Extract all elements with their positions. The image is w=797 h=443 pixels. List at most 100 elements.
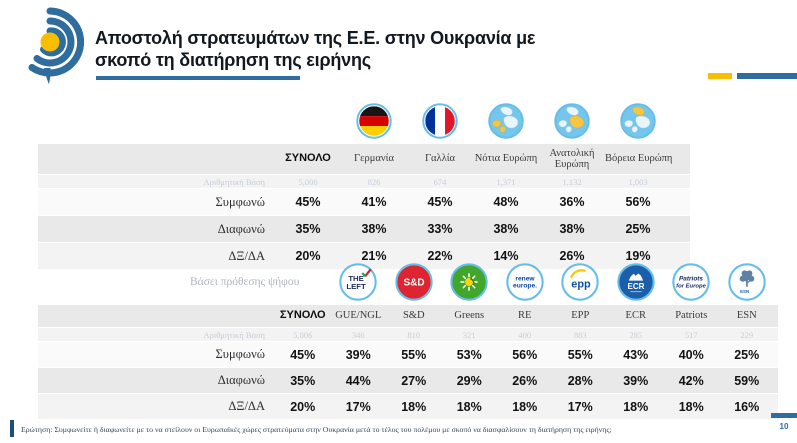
value-cell: 36% — [559, 195, 585, 209]
vote-intention-label: Βάσει πρόθεσης ψήφου — [190, 276, 300, 288]
greens-logo-icon — [442, 263, 498, 301]
value-cell: 48% — [493, 195, 519, 209]
row-label: ΔΞ/ΔΑ — [228, 399, 265, 413]
value-cell: 21% — [361, 249, 387, 263]
base-count: 5,006 — [298, 176, 318, 187]
base-row: Αριθμητική Βάση 5,006 826 674 1,371 1,132 1,00… — [38, 175, 690, 188]
value-cell: 18% — [623, 399, 649, 414]
value-cell: 45% — [290, 347, 316, 362]
svg-text:for Europe: for Europe — [676, 284, 706, 290]
column-header: ΣΥΝΟΛΟ — [279, 309, 326, 322]
svg-text:ECR: ECR — [627, 282, 644, 291]
value-cell: 14% — [493, 249, 519, 263]
theleft-logo-icon: THE LEFT — [331, 263, 387, 301]
base-count: 321 — [462, 329, 476, 340]
decorative-yellow-bar — [708, 73, 732, 79]
epp-logo-icon: epp — [553, 263, 609, 301]
base-count: 674 — [433, 176, 447, 187]
base-count: 400 — [518, 329, 532, 340]
svg-text:THE: THE — [349, 274, 365, 283]
base-count: 229 — [740, 329, 754, 340]
value-cell: 38% — [559, 222, 585, 236]
value-cell: 45% — [427, 195, 453, 209]
svg-text:epp: epp — [572, 279, 592, 291]
value-cell: 17% — [345, 399, 371, 414]
value-cell: 18% — [456, 399, 482, 414]
value-cell: 35% — [295, 222, 321, 236]
column-header: Γερμανία — [354, 153, 394, 165]
value-cell: 38% — [361, 222, 387, 236]
map-north-europe-icon — [605, 103, 671, 139]
value-cell: 42% — [678, 373, 704, 388]
row-label: Διαφωνώ — [217, 373, 265, 387]
column-header: Γαλλία — [424, 153, 456, 165]
value-cell: 45% — [295, 195, 321, 209]
value-cell: 20% — [290, 399, 316, 414]
value-cell: 55% — [567, 347, 593, 362]
table-row: ΔΞ/ΔΑ 20% 17% 18% 18% 18% 17% 18% 18% 16% — [38, 394, 778, 419]
svg-text:LEFT: LEFT — [347, 282, 367, 291]
germany-flag-icon — [341, 103, 407, 139]
value-cell: 26% — [512, 373, 538, 388]
column-header: GUE/NGL — [335, 310, 382, 322]
ecr-logo-icon: ECR — [608, 263, 664, 301]
row-label: Συμφωνώ — [215, 194, 266, 209]
svg-text:renew: renew — [515, 276, 535, 283]
value-cell: 22% — [427, 249, 453, 263]
value-cell: 56% — [625, 195, 651, 209]
base-count: 1,003 — [628, 176, 648, 187]
row-label: Συμφωνώ — [215, 347, 266, 361]
value-cell: 39% — [623, 373, 649, 388]
renew-logo-icon: renew europe. — [497, 263, 553, 301]
base-count: 285 — [629, 329, 643, 340]
org-logo-icon — [11, 6, 89, 93]
column-header: Greens — [454, 310, 485, 322]
value-cell: 40% — [678, 347, 704, 362]
base-count: 810 — [407, 329, 421, 340]
value-cell: 44% — [345, 373, 371, 388]
column-header-row: ΣΥΝΟΛΟ Γερμανία Γαλλία Νότια Ευρώπη Ανατολικ… — [38, 144, 690, 174]
value-cell: 33% — [427, 222, 453, 236]
base-row: Αριθμητική Βάση 5,006 346 810 321 400 883 285 51… — [38, 328, 778, 341]
page-number-bar — [771, 413, 797, 418]
patriots-logo-icon: Patriots for Europe — [664, 263, 720, 301]
base-count: 883 — [573, 329, 587, 340]
france-flag-icon — [407, 103, 473, 139]
value-cell: 39% — [345, 347, 371, 362]
value-cell: 59% — [734, 373, 760, 388]
value-cell: 53% — [456, 347, 482, 362]
column-header: EPP — [571, 310, 590, 322]
icons-row — [38, 101, 690, 141]
value-cell: 17% — [567, 399, 593, 414]
column-header: Βόρεια Ευρώπη — [605, 153, 673, 165]
base-count: 346 — [351, 329, 365, 340]
column-header: S&D — [402, 310, 425, 322]
base-count: 1,132 — [562, 176, 582, 187]
column-header: Ανατολική Ευρώπη — [549, 147, 595, 170]
map-south-europe-icon — [473, 103, 539, 139]
value-cell: 16% — [734, 399, 760, 414]
table-row: Συμφωνώ 45% 39% 55% 53% 56% 55% 43% 40% 25% — [38, 342, 778, 367]
value-cell: 38% — [493, 222, 519, 236]
svg-text:S&D: S&D — [403, 277, 424, 288]
value-cell: 19% — [625, 249, 651, 263]
column-header: Νότια Ευρώπη — [474, 153, 538, 165]
base-count: 1,371 — [496, 176, 516, 187]
slide-title: Αποστολή στρατευμάτων της Ε.Ε. στην Ουκρ… — [95, 28, 536, 70]
base-count: 5,006 — [293, 329, 313, 340]
icons-row: Βάσει πρόθεσης ψήφου THE LEFT S&D renew eu… — [38, 262, 778, 302]
map-east-europe-icon — [539, 103, 605, 139]
value-cell: 56% — [512, 347, 538, 362]
base-label: Αριθμητική Βάση — [203, 329, 265, 340]
sd-logo-icon: S&D — [386, 263, 442, 301]
column-header: ESN — [736, 310, 757, 322]
footer-accent-bar — [10, 420, 14, 437]
base-count: 517 — [684, 329, 698, 340]
base-count: 826 — [367, 176, 381, 187]
svg-text:Patriots: Patriots — [679, 276, 703, 283]
svg-text:ESN: ESN — [740, 289, 749, 294]
page-number: 10 — [779, 422, 789, 431]
column-header-row: ΣΥΝΟΛΟ GUE/NGL S&D Greens RE EPP ECR Patriots ES… — [38, 305, 778, 327]
value-cell: 25% — [734, 347, 760, 362]
base-label: Αριθμητική Βάση — [203, 176, 265, 187]
